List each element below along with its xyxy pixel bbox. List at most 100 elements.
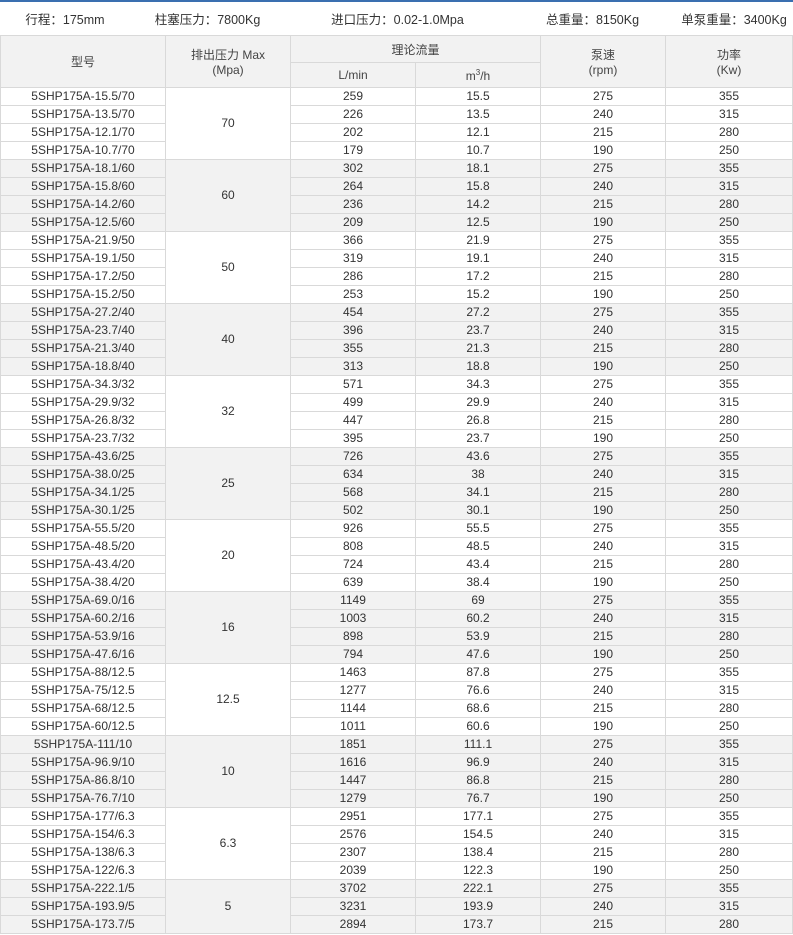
cell-speed: 190 [540,285,667,304]
cell-flow-m3h: 154.5 [414,825,542,844]
cell-flow-lmin: 1003 [290,609,416,628]
cell-speed: 275 [540,663,667,682]
cell-model: 5SHP175A-138/6.3 [0,843,166,862]
cell-model: 5SHP175A-38.0/25 [0,465,166,484]
m3h-sup: 3 [475,67,481,77]
cell-speed: 240 [540,825,667,844]
table-row: 5SHP175A-53.9/16 898 53.9 215 280 [0,627,793,646]
cell-power: 355 [665,663,793,682]
cell-flow-lmin: 634 [290,465,416,484]
cell-flow-m3h: 13.5 [414,105,542,124]
cell-model: 5SHP175A-154/6.3 [0,825,166,844]
cell-power: 280 [665,411,793,430]
cell-flow-lmin: 302 [290,159,416,178]
cell-speed: 275 [540,87,667,106]
cell-model: 5SHP175A-122/6.3 [0,861,166,880]
cell-flow-lmin: 1463 [290,663,416,682]
cell-model: 5SHP175A-76.7/10 [0,789,166,808]
cell-flow-m3h: 29.9 [414,393,542,412]
header-speed: 泵速 (rpm) [540,35,667,88]
cell-flow-lmin: 1149 [290,591,416,610]
table-row: 5SHP175A-68/12.5 1144 68.6 215 280 [0,699,793,718]
cell-power: 280 [665,267,793,286]
cell-model: 5SHP175A-34.3/32 [0,375,166,394]
table-row: 5SHP175A-154/6.3 2576 154.5 240 315 [0,825,793,844]
cell-model: 5SHP175A-10.7/70 [0,141,166,160]
cell-speed: 240 [540,753,667,772]
cell-model: 5SHP175A-173.7/5 [0,915,166,934]
spec-pump-weight: 单泵重量：3400Kg [681,13,787,27]
table-row: 5SHP175A-19.1/50 319 19.1 240 315 [0,249,793,268]
cell-flow-lmin: 286 [290,267,416,286]
cell-flow-m3h: 76.6 [414,681,542,700]
cell-model: 5SHP175A-55.5/20 [0,519,166,538]
cell-power: 315 [665,825,793,844]
cell-model: 5SHP175A-15.5/70 [0,87,166,106]
cell-model: 5SHP175A-96.9/10 [0,753,166,772]
spec-plunger-pressure: 柱塞压力：7800Kg [154,13,261,27]
cell-flow-m3h: 76.7 [414,789,542,808]
table-row: 5SHP175A-38.4/20 639 38.4 190 250 [0,573,793,592]
cell-speed: 240 [540,105,667,124]
cell-flow-lmin: 726 [290,447,416,466]
cell-model: 5SHP175A-86.8/10 [0,771,166,790]
cell-flow-m3h: 68.6 [414,699,542,718]
cell-speed: 275 [540,447,667,466]
cell-power: 250 [665,789,793,808]
cell-flow-lmin: 2576 [290,825,416,844]
cell-speed: 275 [540,591,667,610]
table-row: 5SHP175A-23.7/40 396 23.7 240 315 [0,321,793,340]
header-flow: 理论流量 [289,35,542,63]
cell-flow-m3h: 12.1 [414,123,542,142]
cell-flow-m3h: 23.7 [414,321,542,340]
pump-spec-table: 型号 排出压力 Max (Mpa) 理论流量 泵速 (rpm) 功率 (Kw) L/m… [0,35,793,934]
cell-pressure: 6.3 [165,807,291,880]
cell-power: 250 [665,429,793,448]
cell-flow-lmin: 236 [290,195,416,214]
cell-speed: 240 [540,681,667,700]
cell-flow-m3h: 15.8 [414,177,542,196]
cell-speed: 215 [540,699,667,718]
cell-power: 250 [665,717,793,736]
cell-flow-lmin: 179 [290,141,416,160]
cell-power: 315 [665,681,793,700]
cell-model: 5SHP175A-48.5/20 [0,537,166,556]
cell-flow-lmin: 926 [290,519,416,538]
cell-model: 5SHP175A-26.8/32 [0,411,166,430]
cell-speed: 240 [540,321,667,340]
cell-model: 5SHP175A-222.1/5 [0,879,166,898]
table-body: 5SHP175A-15.5/70 70 259 15.5 275 355 5SHP175A-… [0,87,793,934]
cell-flow-lmin: 2951 [290,807,416,826]
cell-speed: 275 [540,879,667,898]
cell-power: 315 [665,321,793,340]
table-row: 5SHP175A-38.0/25 634 38 240 315 [0,465,793,484]
cell-power: 280 [665,771,793,790]
cell-speed: 215 [540,123,667,142]
cell-power: 280 [665,699,793,718]
table-row: 5SHP175A-34.1/25 568 34.1 215 280 [0,483,793,502]
cell-model: 5SHP175A-38.4/20 [0,573,166,592]
cell-power: 355 [665,879,793,898]
cell-pressure: 32 [165,375,291,448]
cell-model: 5SHP175A-53.9/16 [0,627,166,646]
cell-pressure: 40 [165,303,291,376]
cell-pressure: 10 [165,735,291,808]
cell-flow-m3h: 34.3 [414,375,542,394]
cell-speed: 275 [540,807,667,826]
cell-flow-m3h: 48.5 [414,537,542,556]
cell-model: 5SHP175A-111/10 [0,735,166,754]
cell-power: 315 [665,753,793,772]
cell-flow-lmin: 794 [290,645,416,664]
cell-flow-m3h: 55.5 [414,519,542,538]
cell-power: 280 [665,555,793,574]
cell-speed: 240 [540,177,667,196]
table-row: 5SHP175A-69.0/16 16 1149 69 275 355 [0,591,793,664]
cell-flow-m3h: 43.6 [414,447,542,466]
cell-speed: 275 [540,303,667,322]
cell-power: 250 [665,501,793,520]
cell-flow-lmin: 499 [290,393,416,412]
cell-power: 250 [665,645,793,664]
cell-flow-lmin: 454 [290,303,416,322]
cell-flow-m3h: 177.1 [414,807,542,826]
table-row: 5SHP175A-10.7/70 179 10.7 190 250 [0,141,793,160]
